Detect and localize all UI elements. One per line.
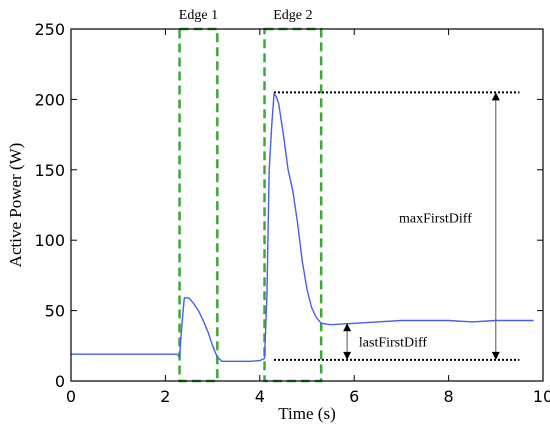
y-tick-label: 250 (34, 20, 65, 39)
arrowhead-up (491, 92, 500, 101)
x-tick-label: 2 (160, 387, 170, 406)
annotation-label: maxFirstDiff (399, 212, 472, 227)
series-layer (71, 93, 534, 362)
edge-box (263, 27, 323, 383)
edge-boxes: Edge 1 Edge 2 (178, 8, 323, 383)
x-axis: 0 2 4 6 8 10 (66, 29, 550, 406)
x-tick-label: 0 (66, 387, 76, 406)
y-tick-label: 0 (55, 372, 65, 391)
edge-label: Edge 2 (273, 8, 312, 23)
y-tick-label: 150 (34, 161, 65, 180)
x-tick-label: 4 (255, 387, 265, 406)
arrowhead-up (343, 323, 352, 332)
annotation-layer: maxFirstDiff lastFirstDiff (343, 92, 500, 360)
arrowhead-down (343, 351, 352, 360)
x-tick-label: 8 (444, 387, 454, 406)
x-tick-label: 10 (533, 387, 550, 406)
edge-label: Edge 1 (179, 8, 218, 23)
y-tick-label: 200 (34, 90, 65, 109)
plot-frame (70, 28, 544, 382)
series-line (71, 93, 534, 362)
reference-lines (273, 91, 520, 361)
y-tick-label: 50 (45, 302, 65, 321)
edge-box (178, 27, 219, 383)
x-tick-label: 6 (349, 387, 359, 406)
x-axis-title: Time (s) (278, 404, 335, 423)
y-axis: 0 50 100 150 200 250 (34, 20, 543, 391)
arrowhead-down (491, 351, 500, 360)
y-tick-label: 100 (34, 231, 65, 250)
y-axis-title: Active Power (W) (6, 143, 25, 268)
annotation-label: lastFirstDiff (359, 336, 428, 351)
